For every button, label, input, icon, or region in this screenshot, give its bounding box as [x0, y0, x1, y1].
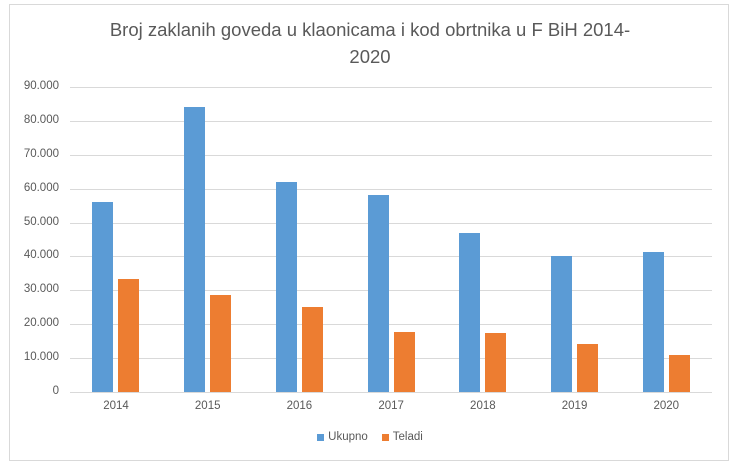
legend-item-ukupno: Ukupno	[317, 431, 368, 443]
y-tick-label: 70.000	[23, 147, 59, 160]
y-tick-label: 90.000	[23, 80, 59, 92]
bar-ukupno-2018	[459, 233, 481, 392]
y-tick-label: 60.000	[23, 181, 59, 194]
y-tick-label: 0	[52, 385, 59, 397]
legend: Ukupno Teladi	[0, 431, 740, 443]
y-tick-label: 40.000	[23, 249, 59, 262]
gridline	[70, 290, 712, 292]
x-tick-label: 2017	[378, 400, 404, 412]
y-tick-label: 30.000	[23, 283, 59, 296]
gridline	[70, 324, 712, 326]
gridline	[70, 358, 712, 360]
gridline	[70, 87, 712, 88]
y-tick-label: 10.000	[23, 351, 59, 364]
x-tick-label: 2018	[470, 400, 496, 412]
gridline	[70, 222, 712, 224]
x-tick-label: 2019	[561, 400, 588, 412]
bar-teladi-2018	[485, 333, 507, 392]
bar-teladi-2019	[576, 344, 598, 392]
x-tick-label: 2020	[653, 400, 680, 412]
bar-ukupno-2014	[92, 202, 114, 392]
chart-title: Broj zaklanih goveda u klaonicama i kod …	[0, 16, 740, 70]
gridline	[70, 256, 712, 258]
legend-label: Teladi	[392, 431, 423, 443]
bar-ukupno-2017	[367, 195, 389, 392]
bar-ukupno-2019	[550, 256, 572, 392]
bar-ukupno-2015	[184, 106, 206, 392]
bar-teladi-2016	[301, 306, 323, 392]
gridline	[70, 120, 712, 122]
bar-teladi-2017	[393, 332, 415, 392]
x-tick-label: 2015	[194, 400, 221, 412]
y-tick-label: 20.000	[23, 317, 59, 330]
y-tick-label: 50.000	[23, 215, 59, 228]
chart-title-line-1: Broj zaklanih goveda u klaonicama i kod …	[109, 19, 631, 40]
y-tick-label: 80.000	[23, 113, 59, 126]
plot-area	[70, 87, 712, 393]
legend-item-teladi: Teladi	[381, 431, 423, 443]
bar-ukupno-2020	[642, 252, 664, 392]
chart-title-line-2: 2020	[349, 46, 391, 67]
legend-label: Ukupno	[328, 431, 368, 443]
legend-swatch-icon	[317, 433, 325, 441]
x-axis-line	[70, 392, 712, 393]
x-tick-label: 2014	[103, 400, 129, 412]
bar-ukupno-2016	[275, 181, 297, 392]
gridline	[70, 188, 712, 190]
legend-swatch-icon	[381, 433, 389, 441]
bar-teladi-2014	[118, 279, 140, 392]
bar-teladi-2015	[210, 295, 232, 392]
x-tick-label: 2016	[286, 400, 313, 412]
gridline	[70, 154, 712, 156]
bar-teladi-2020	[668, 354, 690, 392]
